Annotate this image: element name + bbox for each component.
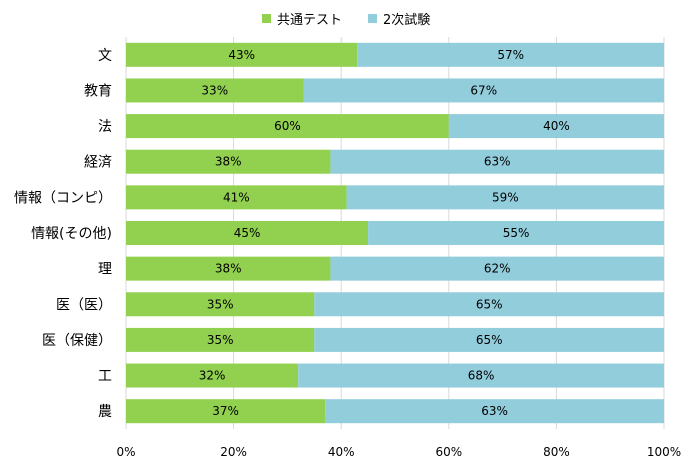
data-label: 62% <box>484 262 511 276</box>
bar-segment-second-exam <box>298 363 664 388</box>
data-label: 43% <box>228 48 255 62</box>
category-label: 理 <box>98 262 112 278</box>
bar-segment-second-exam <box>368 221 664 245</box>
bar-segment-common-test <box>126 256 331 281</box>
legend-label-common-test: 共通テスト <box>277 13 343 28</box>
bar-segment-common-test <box>126 42 358 67</box>
bar-segment-second-exam <box>330 256 664 281</box>
data-label: 33% <box>201 83 228 97</box>
bar-segment-common-test <box>126 221 369 245</box>
data-label: 65% <box>476 333 503 347</box>
data-label: 32% <box>199 369 226 383</box>
x-tick-label: 80% <box>543 445 570 459</box>
data-label: 38% <box>215 262 242 276</box>
data-label: 67% <box>470 83 497 97</box>
category-label: 法 <box>98 119 112 135</box>
data-label: 35% <box>207 333 234 347</box>
bar-segment-second-exam <box>314 327 664 352</box>
data-label: 68% <box>468 369 495 383</box>
bar-segment-common-test <box>126 292 315 317</box>
category-label: 農 <box>98 404 112 420</box>
data-label: 63% <box>481 404 508 418</box>
category-label: 経済 <box>84 155 112 171</box>
data-label: 45% <box>234 226 261 240</box>
legend-item-common-test: 共通テスト <box>262 9 342 28</box>
x-tick-label: 20% <box>220 445 247 459</box>
bar-segment-second-exam <box>357 42 664 67</box>
bar-segment-common-test <box>126 185 347 210</box>
category-label: 工 <box>98 369 112 385</box>
legend-swatch-second-exam <box>368 14 378 23</box>
category-label: 情報(その他) <box>31 226 112 242</box>
category-label: 文 <box>98 48 112 64</box>
legend-item-second-exam: 2次試験 <box>368 9 430 28</box>
data-label: 63% <box>484 155 511 169</box>
bar-segment-second-exam <box>325 399 664 424</box>
data-label: 59% <box>492 190 519 204</box>
category-label: 医（医） <box>56 297 112 313</box>
bar-segment-common-test <box>126 149 331 174</box>
data-label: 60% <box>274 119 301 133</box>
bar-segment-second-exam <box>330 149 664 174</box>
category-label: 教育 <box>84 83 112 99</box>
data-label: 41% <box>223 190 250 204</box>
bar-segment-second-exam <box>314 292 664 317</box>
chart-legend: 共通テスト 2次試験 <box>262 9 430 28</box>
bar-segment-common-test <box>126 78 304 103</box>
data-label: 55% <box>503 226 530 240</box>
bar-segment-second-exam <box>303 78 664 103</box>
x-tick-label: 60% <box>435 445 462 459</box>
x-tick-label: 0% <box>116 445 135 459</box>
bar-segment-common-test <box>126 327 315 352</box>
x-tick-label: 100% <box>647 445 681 459</box>
data-label: 40% <box>543 119 570 133</box>
bar-segment-common-test <box>126 399 326 424</box>
data-label: 65% <box>476 297 503 311</box>
x-tick-label: 40% <box>328 445 355 459</box>
data-label: 35% <box>207 297 234 311</box>
bar-segment-second-exam <box>448 114 664 139</box>
category-label: 医（保健） <box>42 333 112 349</box>
data-label: 57% <box>497 48 524 62</box>
legend-swatch-common-test <box>262 14 271 23</box>
data-label: 38% <box>215 155 242 169</box>
category-label: 情報（コンピ） <box>14 190 112 206</box>
legend-label-second-exam: 2次試験 <box>383 13 431 28</box>
data-label: 37% <box>212 404 239 418</box>
bar-segment-second-exam <box>346 185 664 210</box>
bar-segment-common-test <box>126 363 299 388</box>
bar-segment-common-test <box>126 114 449 139</box>
